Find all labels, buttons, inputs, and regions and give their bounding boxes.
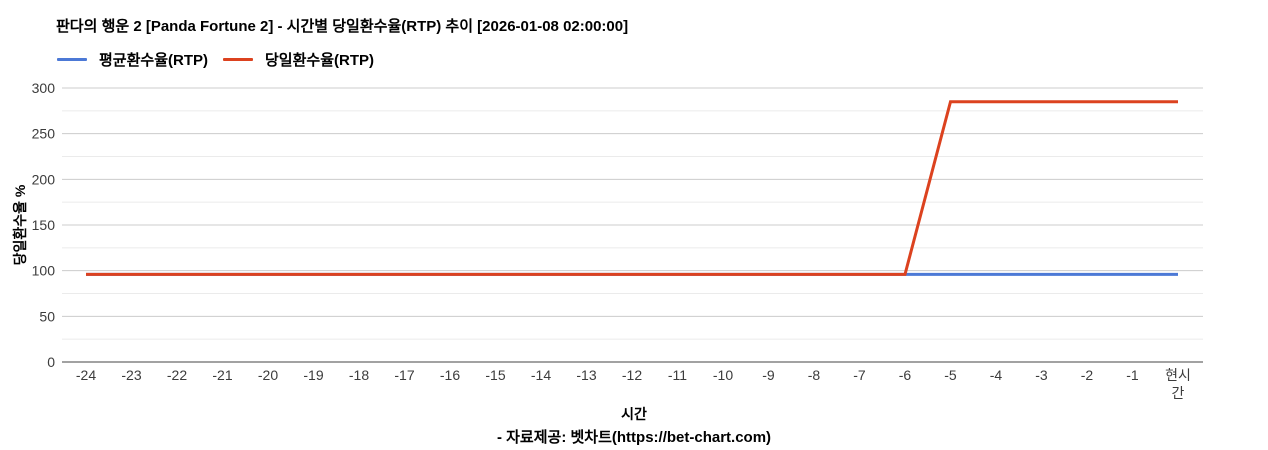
legend-item-daily-rtp[interactable]: 당일환수율(RTP) xyxy=(223,49,374,70)
x-tick-label: -15 xyxy=(485,367,505,383)
x-tick-label: -19 xyxy=(303,367,323,383)
series-line xyxy=(86,100,1178,276)
y-tick-label: 100 xyxy=(32,263,56,279)
x-tick-label: -21 xyxy=(212,367,232,383)
x-tick-label: -16 xyxy=(440,367,460,383)
x-tick-label: -23 xyxy=(121,367,141,383)
legend-label-average-rtp: 평균환수율(RTP) xyxy=(99,52,208,69)
x-tick-label: -9 xyxy=(762,367,775,383)
average-rtp-line-swatch-icon xyxy=(57,58,87,61)
x-tick-label: -17 xyxy=(394,367,414,383)
x-axis-title: 시간 xyxy=(621,406,647,422)
x-tick-label: -1 xyxy=(1126,367,1139,383)
x-tick-label: 간 xyxy=(1172,385,1185,401)
x-tick-label: -2 xyxy=(1081,367,1094,383)
x-tick-label: -4 xyxy=(990,367,1003,383)
chart-title: 판다의 행운 2 [Panda Fortune 2] - 시간별 당일환수율(R… xyxy=(56,18,629,35)
x-tick-label: -6 xyxy=(899,367,912,383)
chart-legend: 평균환수율(RTP) 당일환수율(RTP) xyxy=(57,49,374,70)
x-tick-label: -14 xyxy=(531,367,551,383)
x-tick-label: -24 xyxy=(76,367,96,383)
x-tick-label: -22 xyxy=(167,367,187,383)
x-tick-label: -20 xyxy=(258,367,278,383)
x-tick-label: -10 xyxy=(713,367,733,383)
x-tick-label: 현시 xyxy=(1165,367,1191,383)
y-tick-label: 200 xyxy=(32,171,56,187)
y-tick-label: 250 xyxy=(32,126,56,142)
legend-label-daily-rtp: 당일환수율(RTP) xyxy=(265,52,374,69)
x-tick-label: -5 xyxy=(944,367,957,383)
x-tick-label: -18 xyxy=(349,367,369,383)
legend-item-average-rtp[interactable]: 평균환수율(RTP) xyxy=(57,49,208,70)
x-tick-label: -11 xyxy=(668,367,687,383)
x-tick-label: -13 xyxy=(576,367,596,383)
x-tick-label: -7 xyxy=(853,367,866,383)
y-tick-label: 300 xyxy=(32,80,56,96)
x-tick-label: -8 xyxy=(808,367,821,383)
x-tick-label: -12 xyxy=(622,367,642,383)
footer-credit: - 자료제공: 벳차트(https://bet-chart.com) xyxy=(496,429,772,446)
daily-rtp-line-swatch-icon xyxy=(223,58,253,61)
y-tick-label: 150 xyxy=(32,217,56,233)
y-tick-label: 50 xyxy=(39,308,55,324)
y-axis-title: 당일환수율 % xyxy=(12,184,28,266)
y-tick-label: 0 xyxy=(47,354,55,370)
x-tick-label: -3 xyxy=(1035,367,1048,383)
